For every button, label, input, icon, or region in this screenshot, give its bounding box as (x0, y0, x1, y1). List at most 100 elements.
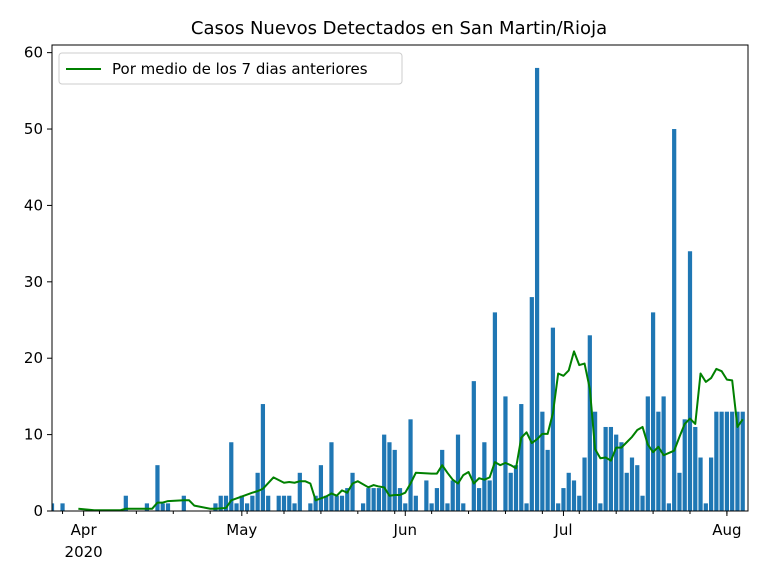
bar-2020-06-03 (413, 495, 418, 511)
bar-2020-05-30 (392, 449, 397, 511)
bar-2020-08-03 (735, 411, 740, 511)
x-tick-label-apr: Apr (71, 521, 98, 539)
bar-2020-05-10 (287, 495, 292, 511)
x-tick-label-jun: Jun (393, 521, 417, 539)
bar-2020-06-25 (529, 297, 534, 511)
y-tick-label-40: 40 (24, 196, 43, 214)
bar-2020-05-02 (244, 503, 250, 511)
bar-2020-06-18 (492, 312, 498, 511)
bar-2020-07-02 (566, 472, 571, 511)
bar-2020-06-29 (550, 327, 556, 511)
bar-2020-04-15 (155, 465, 160, 511)
x-tick-label-jul: Jul (553, 521, 572, 539)
bar-2020-06-09 (445, 503, 450, 511)
bar-2020-04-16 (160, 503, 165, 511)
bar-2020-07-13 (624, 472, 629, 511)
bar-2020-06-24 (524, 503, 529, 511)
y-axis: 0 10 20 30 40 50 60 (24, 44, 52, 520)
bar-2020-05-24 (360, 503, 366, 511)
bar-2020-06-20 (503, 396, 508, 511)
bar-2020-07-21 (666, 503, 672, 511)
bar-2020-07-24 (682, 419, 687, 511)
bar-2020-07-28 (703, 503, 708, 511)
bar-2020-07-18 (650, 312, 656, 511)
bar-2020-06-15 (476, 488, 482, 511)
bar-2020-06-30 (556, 503, 561, 511)
bar-2020-04-17 (165, 503, 171, 511)
bar-2020-07-07 (592, 411, 598, 511)
y-tick-label-20: 20 (24, 349, 43, 367)
bar-2020-05-25 (366, 488, 371, 511)
bar-2020-06-21 (508, 472, 513, 511)
legend-box (58, 52, 403, 85)
bar-2020-05-29 (387, 442, 392, 511)
bar-2020-03-26 (52, 503, 55, 511)
bar-2020-04-29 (229, 442, 234, 511)
bar-2020-06-17 (487, 480, 492, 511)
bar-2020-07-23 (677, 472, 682, 511)
bar-2020-08-01 (724, 411, 730, 511)
bar-2020-05-15 (313, 495, 318, 511)
bar-2020-05-19 (334, 495, 339, 511)
bar-2020-05-21 (345, 488, 350, 511)
y-tick-label-60: 60 (24, 44, 43, 62)
bar-2020-05-14 (308, 503, 313, 511)
legend: Por medio de los 7 dias anteriores (58, 52, 403, 85)
bar-2020-07-25 (687, 251, 693, 511)
bar-2020-05-22 (350, 472, 355, 511)
bar-2020-06-07 (434, 488, 440, 511)
bar-2020-06-08 (440, 449, 445, 511)
bar-2020-06-14 (471, 381, 476, 511)
bar-2020-06-11 (455, 434, 461, 511)
x-axis: Apr 2020 May Jun Jul Aug (62, 511, 742, 561)
x-tick-label-aug: Aug (712, 521, 741, 539)
bar-2020-06-10 (450, 480, 455, 511)
bar-2020-06-26 (534, 67, 540, 511)
bar-2020-07-27 (698, 457, 703, 511)
bar-2020-04-20 (181, 495, 186, 511)
legend-entry-moving-average: Por medio de los 7 dias anteriores (112, 60, 368, 78)
bar-2020-06-22 (513, 465, 519, 511)
bar-2020-06-01 (403, 503, 408, 511)
bar-2020-06-02 (408, 419, 413, 511)
bar-2020-08-04 (740, 411, 745, 511)
bar-2020-04-26 (213, 503, 218, 511)
bar-2020-07-26 (693, 426, 698, 511)
bar-2020-05-06 (266, 495, 271, 511)
bar-2020-07-01 (561, 488, 566, 511)
bars-group (52, 67, 745, 512)
y-tick-label-30: 30 (24, 273, 43, 291)
bar-2020-07-09 (603, 426, 608, 511)
plot-frame (51, 44, 749, 512)
bar-2020-05-11 (292, 503, 297, 511)
bar-2020-04-28 (223, 495, 229, 511)
bar-2020-07-31 (719, 411, 724, 511)
y-tick-label-10: 10 (24, 426, 43, 444)
bar-2020-06-27 (540, 411, 545, 511)
bar-2020-07-15 (635, 465, 640, 511)
x-tick-sublabel-year: 2020 (65, 543, 103, 561)
bar-2020-04-09 (123, 495, 128, 511)
bar-2020-04-13 (144, 503, 150, 511)
bar-2020-04-30 (234, 503, 239, 511)
bar-2020-07-06 (587, 335, 592, 511)
bar-2020-07-12 (619, 442, 624, 511)
bar-2020-05-09 (281, 495, 287, 511)
moving-average-line (78, 350, 744, 512)
bar-2020-06-16 (482, 442, 487, 511)
bar-2020-07-10 (608, 426, 614, 511)
bar-2020-04-27 (218, 495, 223, 511)
bar-2020-03-28 (60, 503, 65, 511)
bar-2020-07-30 (714, 411, 719, 511)
bar-2020-06-28 (545, 449, 550, 511)
bar-2020-07-03 (571, 480, 577, 511)
bar-2020-06-12 (461, 503, 466, 511)
chart-title: Casos Nuevos Detectados en San Martin/Ri… (191, 18, 607, 39)
bar-2020-07-08 (598, 503, 603, 511)
bar-2020-05-26 (371, 488, 376, 511)
x-tick-label-may: May (226, 521, 257, 539)
bar-2020-07-29 (708, 457, 714, 511)
bar-2020-05-20 (339, 495, 345, 511)
bar-2020-07-05 (582, 457, 587, 511)
